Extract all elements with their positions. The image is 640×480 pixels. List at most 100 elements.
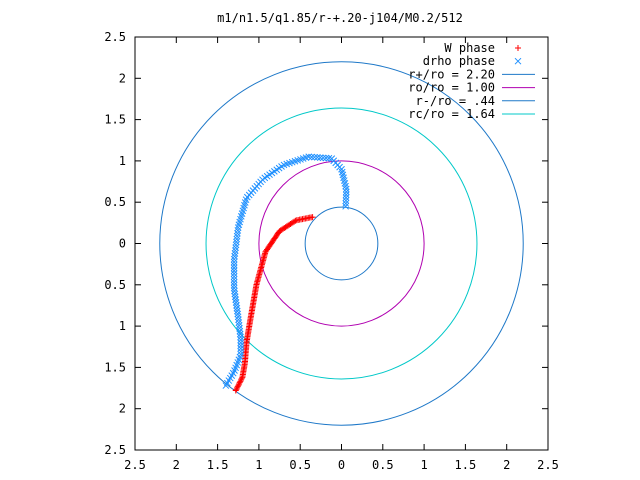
data-point [236, 330, 244, 338]
data-point [230, 270, 238, 278]
reference-circle-3 [205, 107, 478, 380]
data-point [234, 384, 241, 391]
axis-ticks: 2.5 2 1.5 1 0.5 0 0.5 1 1.5 2 2.52.521.510.500.511… [104, 30, 559, 472]
data-point [236, 379, 243, 386]
data-point [232, 241, 240, 249]
y-tick-label: 2 [119, 71, 126, 85]
y-tick-label: 1 [119, 319, 126, 333]
data-point [231, 247, 239, 254]
data-point [231, 250, 239, 257]
x-tick-label: 0.5 [372, 458, 394, 472]
reference-circle-2 [304, 206, 379, 281]
y-tick-label: 1.5 [104, 113, 126, 127]
data-point [230, 278, 238, 286]
legend-label: drho phase [423, 54, 495, 68]
data-point [342, 202, 349, 210]
data-point [233, 307, 241, 315]
data-point [314, 154, 321, 161]
data-point [342, 194, 350, 202]
legend-label: r-/ro = .44 [416, 94, 495, 108]
data-point [263, 247, 270, 254]
data-point [231, 252, 238, 260]
data-point [316, 154, 324, 161]
data-point [236, 327, 244, 335]
data-point [233, 302, 240, 309]
data-point [237, 339, 245, 347]
x-tick-label: 0 [338, 458, 345, 472]
data-point [236, 324, 243, 332]
chart-title: m1/n1.5/q1.85/r-+.20-j104/M0.2/512 [217, 11, 463, 25]
data-point [233, 238, 240, 246]
x-tick-label: 1 [420, 458, 427, 472]
y-tick-label: 0.5 [104, 278, 126, 292]
data-point [235, 316, 242, 324]
data-point [230, 284, 238, 292]
y-tick-label: 2 [119, 402, 126, 416]
y-tick-label: 1.5 [104, 360, 126, 374]
data-point [230, 281, 238, 289]
data-point [236, 380, 243, 387]
data-point [230, 258, 238, 266]
reference-circles [159, 61, 524, 426]
data-point [342, 188, 350, 196]
data-point [233, 386, 240, 393]
data-point [230, 264, 238, 272]
data-point [230, 267, 238, 275]
data-point [231, 290, 239, 298]
data-point [237, 342, 245, 349]
data-point [234, 383, 241, 390]
data-point [237, 333, 244, 341]
data-point [222, 382, 230, 389]
data-point [237, 345, 245, 352]
x-tick-label: 2.5 [124, 458, 146, 472]
data-point [235, 319, 243, 326]
data-point [231, 293, 239, 301]
data-series [222, 153, 350, 394]
x-tick-label: 2 [503, 458, 510, 472]
data-point [233, 304, 241, 312]
data-point [234, 313, 242, 321]
y-tick-label: 1 [119, 154, 126, 168]
legend-label: r+/ro = 2.20 [408, 67, 495, 81]
data-point [342, 200, 350, 207]
y-tick-label: 2.5 [104, 30, 126, 44]
data-point [328, 155, 336, 162]
data-point [237, 336, 245, 344]
y-tick-label: 0.5 [104, 195, 126, 209]
data-point [342, 197, 350, 204]
x-tick-label: 2.5 [537, 458, 559, 472]
data-point [293, 217, 300, 224]
data-point [235, 322, 243, 329]
data-point [232, 299, 240, 306]
y-tick-label: 2.5 [104, 443, 126, 457]
data-point [233, 235, 241, 243]
data-point [235, 382, 242, 389]
data-point [319, 154, 327, 162]
data-point [234, 224, 242, 231]
legend-marker [515, 45, 521, 51]
x-tick-label: 1.5 [455, 458, 477, 472]
reference-circle-0 [159, 61, 524, 426]
data-point [238, 375, 245, 382]
data-point [230, 273, 238, 280]
data-point [231, 287, 238, 295]
series-1 [222, 153, 350, 389]
x-tick-label: 0.5 [289, 458, 311, 472]
legend-marker [514, 57, 522, 65]
data-point [342, 191, 350, 199]
data-point [238, 377, 245, 384]
data-point [230, 261, 238, 269]
data-point [230, 255, 238, 263]
x-tick-label: 2 [173, 458, 180, 472]
data-point [232, 387, 239, 394]
data-point [233, 232, 241, 240]
reference-circle-1 [258, 160, 425, 327]
data-point [237, 348, 245, 355]
data-point [234, 229, 241, 237]
data-point [232, 244, 240, 252]
data-point [311, 153, 318, 161]
data-point [322, 154, 330, 162]
data-point [308, 153, 315, 161]
data-point [234, 310, 242, 318]
